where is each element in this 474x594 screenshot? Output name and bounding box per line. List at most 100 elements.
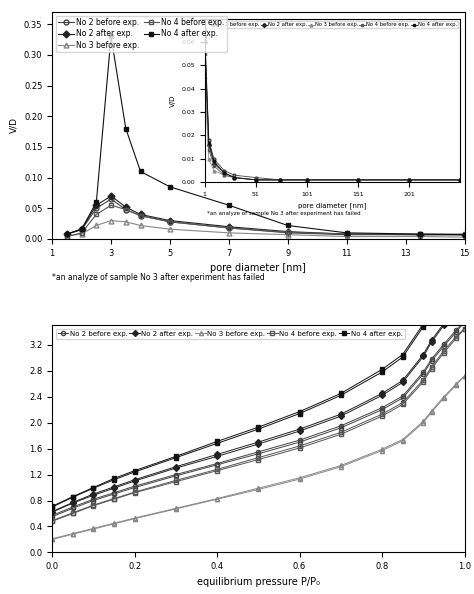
No 4 after exp. [49, 504, 55, 511]
No 4 after exp. [123, 125, 128, 132]
No 4 before exp. [214, 467, 220, 474]
Line: No 3 before exp.: No 3 before exp. [64, 218, 467, 239]
No 4 after exp. [132, 469, 137, 476]
No 2 after exp. [338, 413, 344, 420]
No 4 before exp. [108, 202, 114, 209]
No 2 after exp. [167, 217, 173, 224]
No 4 after exp. [79, 226, 84, 233]
No 2 before exp. [400, 394, 405, 402]
No 2 after exp. [418, 231, 423, 238]
No 4 before exp. [49, 518, 55, 525]
No 2 before exp. [379, 406, 385, 413]
No 3 before exp. [79, 230, 84, 238]
No 3 before exp. [420, 419, 426, 426]
No 2 after exp. [441, 322, 447, 329]
No 4 after exp. [344, 229, 349, 236]
No 4 before exp. [418, 230, 423, 238]
No 2 before exp. [137, 212, 143, 219]
No 2 after exp. [285, 228, 291, 235]
No 3 before exp. [108, 217, 114, 224]
No 4 before exp. [462, 230, 467, 238]
Line: No 4 before exp.: No 4 before exp. [64, 203, 467, 239]
Legend: No 2 before exp., No 2 after exp., No 3 before exp., No 4 before exp., No 4 afte: No 2 before exp., No 2 after exp., No 3 … [55, 328, 405, 339]
No 4 after exp. [226, 202, 232, 209]
No 2 after exp. [344, 230, 349, 238]
X-axis label: pore diameter [nm]: pore diameter [nm] [210, 263, 306, 273]
No 2 after exp. [137, 211, 143, 218]
No 2 before exp. [79, 226, 84, 233]
No 3 before exp. [338, 463, 344, 470]
No 4 before exp. [400, 401, 405, 408]
No 2 before exp. [462, 318, 467, 326]
No 4 after exp. [285, 222, 291, 229]
No 2 after exp. [79, 226, 84, 233]
No 3 before exp. [400, 437, 405, 444]
Text: *an analyze of sample No 3 after experiment has failed: *an analyze of sample No 3 after experim… [52, 273, 265, 282]
No 3 before exp. [137, 222, 143, 229]
No 4 before exp. [137, 212, 143, 219]
No 3 before exp. [49, 536, 55, 543]
Line: No 4 before exp.: No 4 before exp. [50, 327, 466, 523]
No 4 after exp. [462, 172, 467, 179]
No 3 before exp. [70, 530, 76, 538]
No 2 after exp. [420, 353, 426, 360]
No 2 after exp. [462, 296, 467, 303]
X-axis label: equilibrium pressure P/P₀: equilibrium pressure P/P₀ [197, 577, 320, 587]
No 2 before exp. [297, 438, 302, 446]
No 2 before exp. [167, 218, 173, 225]
No 4 before exp. [379, 413, 385, 420]
No 2 before exp. [462, 231, 467, 238]
No 4 before exp. [344, 230, 349, 238]
No 3 before exp. [344, 233, 349, 240]
No 4 before exp. [255, 456, 261, 463]
No 4 before exp. [441, 349, 447, 356]
Line: No 4 after exp.: No 4 after exp. [50, 174, 466, 509]
Legend: No 2 before exp., No 2 after exp., No 3 before exp., No 4 before exp., No 4 afte: No 2 before exp., No 2 after exp., No 3 … [56, 15, 227, 52]
No 4 after exp. [441, 283, 447, 290]
No 4 before exp. [93, 211, 99, 218]
No 2 after exp. [379, 392, 385, 399]
No 4 after exp. [93, 198, 99, 206]
No 2 after exp. [428, 339, 434, 346]
No 2 after exp. [93, 202, 99, 209]
No 3 before exp. [167, 226, 173, 233]
No 2 before exp. [214, 462, 220, 469]
No 2 after exp. [64, 230, 70, 238]
No 3 before exp. [379, 447, 385, 454]
No 4 before exp. [64, 233, 70, 240]
No 3 before exp. [111, 520, 117, 527]
No 2 after exp. [226, 223, 232, 230]
No 4 after exp. [400, 353, 405, 361]
No 4 after exp. [214, 440, 220, 447]
No 2 before exp. [173, 472, 179, 479]
No 4 before exp. [420, 378, 426, 386]
No 2 after exp. [123, 204, 128, 211]
Line: No 2 after exp.: No 2 after exp. [50, 297, 466, 514]
No 4 after exp. [460, 198, 465, 206]
No 4 after exp. [454, 258, 459, 266]
No 4 before exp. [297, 444, 302, 451]
No 2 after exp. [462, 231, 467, 238]
No 3 before exp. [255, 486, 261, 493]
No 3 before exp. [441, 394, 447, 402]
No 2 after exp. [108, 192, 114, 200]
No 2 before exp. [338, 424, 344, 431]
No 4 after exp. [420, 323, 426, 330]
No 2 after exp. [214, 453, 220, 460]
No 3 before exp. [132, 515, 137, 522]
No 2 before exp. [111, 491, 117, 498]
No 2 before exp. [454, 328, 459, 336]
No 4 before exp. [285, 229, 291, 236]
Line: No 2 after exp.: No 2 after exp. [64, 194, 467, 237]
No 2 before exp. [418, 231, 423, 238]
Line: No 3 before exp.: No 3 before exp. [50, 374, 466, 542]
No 3 before exp. [123, 218, 128, 225]
No 2 before exp. [285, 229, 291, 236]
No 4 before exp. [167, 218, 173, 225]
No 4 before exp. [123, 206, 128, 213]
No 2 before exp. [226, 225, 232, 232]
No 2 after exp. [70, 500, 76, 507]
No 3 before exp. [226, 229, 232, 236]
No 3 before exp. [173, 505, 179, 513]
No 4 before exp. [454, 334, 459, 342]
